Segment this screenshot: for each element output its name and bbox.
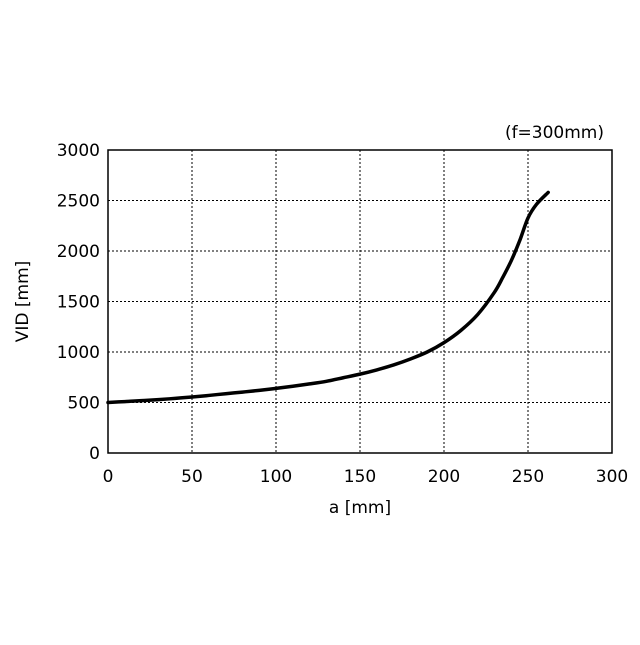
x-tick-label: 250 (512, 467, 544, 487)
y-tick-label: 2000 (57, 242, 100, 262)
y-tick-label: 3000 (57, 141, 100, 161)
y-tick-label: 500 (68, 394, 100, 414)
x-tick-label: 50 (181, 467, 203, 487)
series-line (108, 192, 548, 402)
x-tick-label: 300 (596, 467, 628, 487)
x-tick-label: 0 (103, 467, 114, 487)
x-tick-label: 100 (260, 467, 292, 487)
x-tick-label: 150 (344, 467, 376, 487)
x-tick-label: 200 (428, 467, 460, 487)
x-axis-title: a [mm] (329, 498, 391, 518)
series-layer (108, 192, 548, 402)
y-tick-label: 1000 (57, 343, 100, 363)
y-tick-label: 0 (89, 444, 100, 464)
x-axis-ticks: 0 50 100 150 200 250 300 (103, 467, 629, 487)
y-tick-label: 1500 (57, 293, 100, 313)
y-axis-title: VID [mm] (13, 261, 33, 343)
y-axis-ticks: 0 500 1000 1500 2000 2500 3000 (57, 141, 100, 464)
focal-length-annotation: (f=300mm) (505, 123, 604, 143)
grid-lines (108, 150, 612, 453)
y-tick-label: 2500 (57, 192, 100, 212)
